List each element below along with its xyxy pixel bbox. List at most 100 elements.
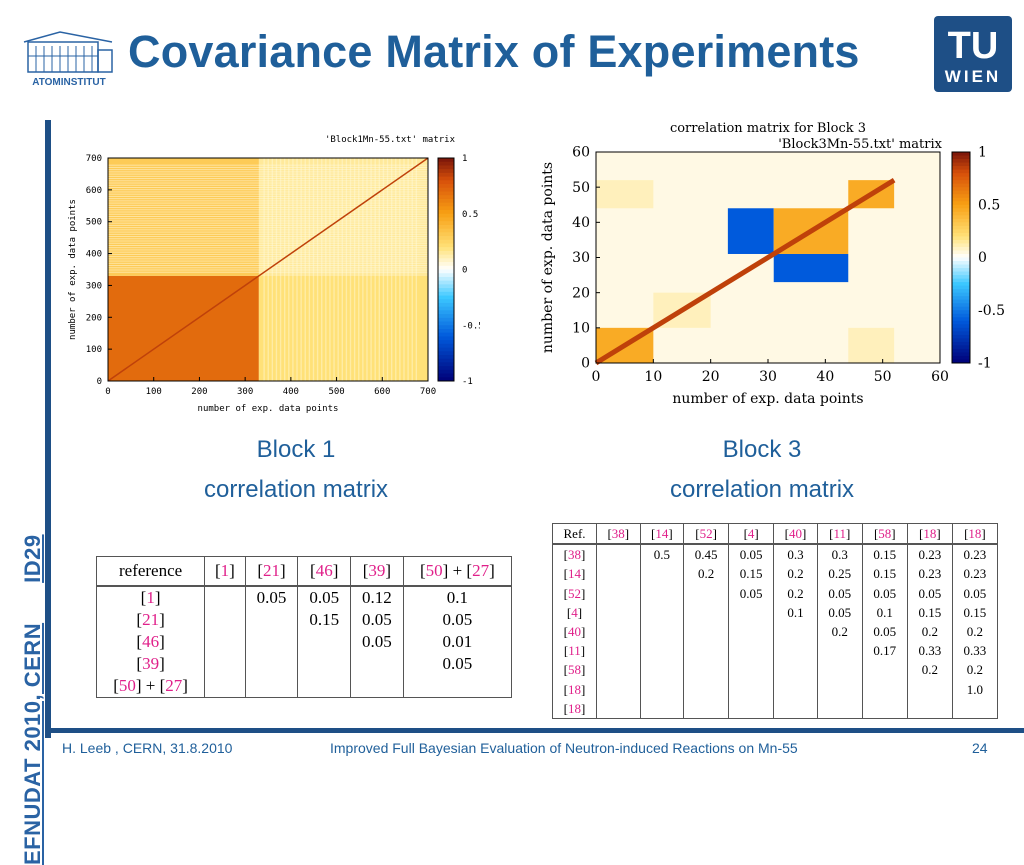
table1-cell xyxy=(402,675,513,698)
colorbar-segment xyxy=(952,183,970,188)
heatmap-stripe xyxy=(108,236,428,238)
heatmap-stripe xyxy=(108,204,428,206)
y-tick-label: 40 xyxy=(572,215,590,231)
table1-cell xyxy=(244,609,299,631)
colorbar-segment xyxy=(438,347,454,352)
table2-cell xyxy=(773,660,818,680)
colorbar-tick-label: -1 xyxy=(978,356,992,372)
table1-row-label: [21] xyxy=(95,609,206,631)
table1-header-cell: reference xyxy=(95,556,206,587)
colorbar-segment xyxy=(438,206,454,211)
table2-header-cell: [38] xyxy=(596,523,641,545)
heatmap-stripe xyxy=(108,247,428,249)
table2-cell xyxy=(639,621,685,642)
heatmap-stripe xyxy=(108,229,428,231)
table2-row: [52] 0.05 0.2 0.05 0.05 0.05 0.05 xyxy=(551,583,999,603)
table2-row-label: [18] xyxy=(551,679,598,699)
x-tick-label: 30 xyxy=(759,369,777,385)
colorbar-frame xyxy=(437,157,455,382)
table2-cell: 0.33 xyxy=(951,641,999,661)
table2-cell xyxy=(728,641,775,661)
colorbar-segment xyxy=(952,355,970,360)
heatmap-stripe xyxy=(284,158,286,381)
table2-cell: 0.1 xyxy=(861,602,908,622)
table2-cell: 0.23 xyxy=(951,544,999,565)
atominstitut-logo: ATOMINSTITUT xyxy=(20,28,118,90)
heatmap-block xyxy=(727,208,774,254)
table2-cell xyxy=(639,602,685,622)
colorbar-segment xyxy=(952,299,970,304)
table2-cell xyxy=(683,602,730,622)
heatmap-stripe xyxy=(108,220,428,222)
colorbar-segment xyxy=(438,369,454,375)
colorbar-segment xyxy=(438,314,454,319)
table2-cell xyxy=(596,544,641,565)
table1-cell xyxy=(204,586,246,609)
table2-cell xyxy=(639,641,685,661)
colorbar-segment xyxy=(438,265,454,270)
colorbar-segment xyxy=(952,218,970,223)
colorbar-segment xyxy=(438,236,454,241)
heatmap-stripe xyxy=(321,158,323,381)
colorbar-segment xyxy=(438,273,454,278)
table1-header-cell: [46] xyxy=(297,556,352,587)
colorbar-segment xyxy=(438,262,454,267)
heatmap-stripe xyxy=(108,249,428,251)
plot-frame xyxy=(107,157,429,382)
colorbar-segment xyxy=(952,225,970,230)
table2-cell: 0.15 xyxy=(906,602,953,622)
heatmap-stripe xyxy=(296,158,298,381)
colorbar-segment xyxy=(952,204,970,209)
table2-cell xyxy=(728,698,775,719)
heatmap-stripe xyxy=(362,158,364,381)
chart-title: correlation matrix for Block 3 xyxy=(670,121,866,136)
table2-cell xyxy=(861,679,908,699)
heatmap-stripe xyxy=(300,158,302,381)
colorbar-segment xyxy=(952,159,970,164)
table2-cell: 0.1 xyxy=(773,602,818,622)
colorbar-segment xyxy=(952,208,970,213)
colorbar-segment xyxy=(438,373,454,378)
tu-wien-logo: TU WIEN xyxy=(934,16,1012,92)
heatmap-stripe xyxy=(108,171,428,173)
table2-header-cell: [4] xyxy=(728,523,775,545)
colorbar-segment xyxy=(438,228,454,233)
colorbar-segment xyxy=(952,275,970,280)
heatmap-stripe xyxy=(108,164,428,166)
colorbar-segment xyxy=(952,211,970,216)
table2-cell xyxy=(773,621,818,642)
table2-cell xyxy=(596,641,641,661)
colorbar-segment xyxy=(952,232,970,237)
table1-cell: 0.05 xyxy=(402,653,513,675)
heatmap-stripe xyxy=(108,202,428,204)
heatmap-stripe xyxy=(108,271,428,273)
table1-cell: 0.05 xyxy=(350,609,404,631)
heatmap-stripe xyxy=(325,158,327,381)
colorbar-segment xyxy=(438,302,454,308)
colorbar-segment xyxy=(438,340,454,345)
footer-page-number: 24 xyxy=(972,740,988,756)
table1-cell xyxy=(297,653,352,675)
table2-cell: 0.15 xyxy=(951,602,999,622)
colorbar-segment xyxy=(952,253,970,258)
heatmap-stripe xyxy=(108,213,428,215)
table2-cell: 0.2 xyxy=(683,564,730,584)
table2-header-cell: [11] xyxy=(816,523,863,545)
x-tick-label: 600 xyxy=(374,387,390,397)
table1-cell: 0.05 xyxy=(350,631,404,653)
colorbar-segment xyxy=(438,310,454,315)
table2-cell xyxy=(596,583,641,603)
heatmap-stripe xyxy=(337,158,339,381)
colorbar-segment xyxy=(952,190,970,195)
colorbar-segment xyxy=(952,296,970,301)
colorbar-segment xyxy=(952,162,970,167)
heatmap-stripe xyxy=(382,158,385,381)
table2-cell: 0.2 xyxy=(773,583,818,603)
colorbar-segment xyxy=(952,289,970,294)
colorbar-segment xyxy=(438,291,454,297)
colorbar-segment xyxy=(952,173,970,178)
colorbar-segment xyxy=(952,334,970,339)
table1-cell: 0.05 xyxy=(244,586,299,609)
colorbar-segment xyxy=(952,348,970,353)
block3-caption: Block 3 correlation matrix xyxy=(612,430,912,510)
